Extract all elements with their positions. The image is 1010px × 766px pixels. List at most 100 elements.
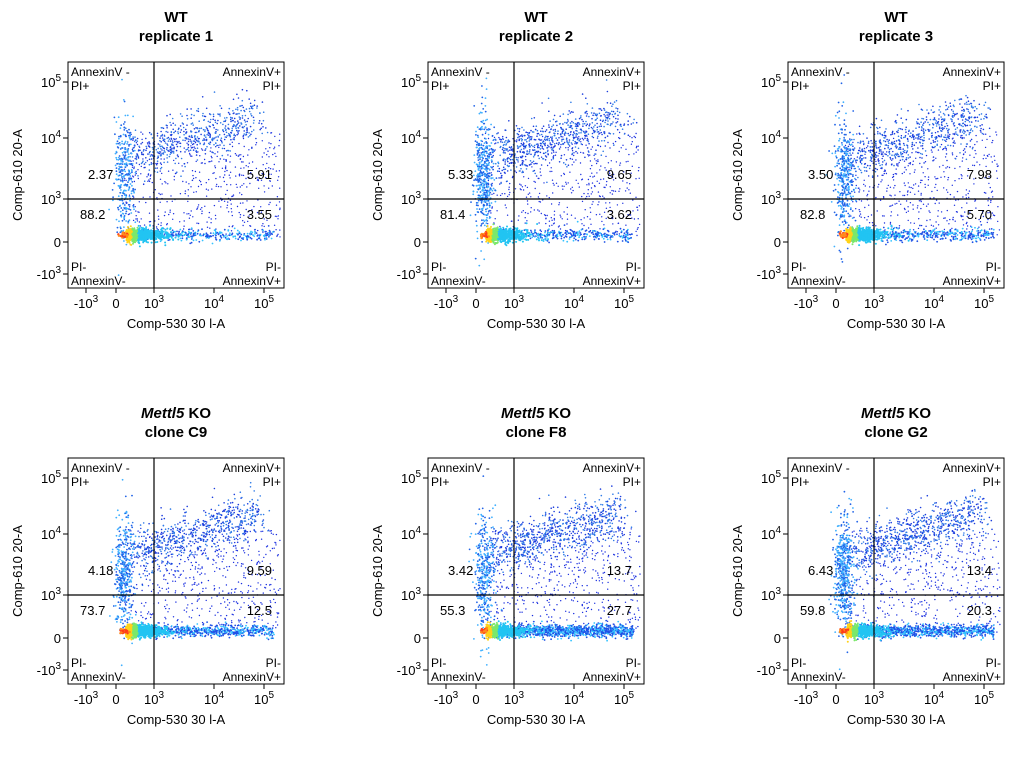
quadrant-label-lower-left: AnnexinV- bbox=[791, 670, 846, 684]
x-axis-label: Comp-530 30 l-A bbox=[847, 316, 946, 331]
plot-title-line1: WT bbox=[884, 9, 907, 26]
quadrant-label-lower-right: AnnexinV+ bbox=[583, 670, 641, 684]
y-axis-label: Comp-610 20-A bbox=[10, 129, 25, 221]
quadrant-label-lower-right: PI- bbox=[986, 260, 1001, 274]
quadrant-label-upper-right: AnnexinV+ bbox=[223, 65, 281, 79]
percent-lower-right: 12.5 bbox=[247, 603, 272, 618]
y-tick-label: 104 bbox=[401, 129, 421, 146]
y-tick-label: -103 bbox=[397, 265, 422, 282]
x-tick-label: 0 bbox=[832, 296, 839, 311]
x-tick-label: 103 bbox=[864, 690, 884, 707]
y-tick-label: 0 bbox=[54, 631, 61, 646]
quadrant-label-lower-right: AnnexinV+ bbox=[943, 670, 1001, 684]
y-tick-label: 105 bbox=[41, 469, 61, 486]
event-density-cloud bbox=[828, 489, 1000, 670]
x-tick-label: 105 bbox=[254, 690, 274, 707]
quadrant-label-lower-right: PI- bbox=[626, 656, 641, 670]
plot-title-line1: WT bbox=[524, 9, 547, 26]
percent-upper-right: 9.65 bbox=[607, 167, 632, 182]
quadrant-label-upper-left: PI+ bbox=[791, 79, 809, 93]
x-tick-label: 0 bbox=[472, 692, 479, 707]
quadrant-label-lower-right: PI- bbox=[986, 656, 1001, 670]
percent-upper-right: 13.7 bbox=[607, 563, 632, 578]
y-tick-label: -103 bbox=[397, 661, 422, 678]
x-axis-label: Comp-530 30 l-A bbox=[847, 712, 946, 727]
x-tick-label: 0 bbox=[112, 692, 119, 707]
percent-lower-left: 59.8 bbox=[800, 603, 825, 618]
quadrant-label-upper-left: PI+ bbox=[431, 475, 449, 489]
y-tick-label: 105 bbox=[401, 73, 421, 90]
quadrant-label-upper-left: PI+ bbox=[791, 475, 809, 489]
quadrant-label-upper-left: PI+ bbox=[431, 79, 449, 93]
plot-title-line2: clone C9 bbox=[145, 424, 208, 441]
y-tick-label: 0 bbox=[54, 235, 61, 250]
quadrant-label-lower-left: AnnexinV- bbox=[791, 274, 846, 288]
plot-title-line2: clone G2 bbox=[864, 424, 927, 441]
quadrant-label-upper-left: AnnexinV - bbox=[431, 65, 490, 79]
quadrant-label-lower-left: PI- bbox=[431, 656, 446, 670]
y-tick-label: 103 bbox=[41, 190, 61, 207]
quadrant-label-upper-right: AnnexinV+ bbox=[943, 65, 1001, 79]
quadrant-label-lower-left: PI- bbox=[791, 656, 806, 670]
x-tick-label: 103 bbox=[144, 690, 164, 707]
y-tick-label: 0 bbox=[774, 631, 781, 646]
quadrant-label-lower-right: AnnexinV+ bbox=[943, 274, 1001, 288]
x-tick-label: 0 bbox=[832, 692, 839, 707]
x-tick-label: 105 bbox=[254, 294, 274, 311]
x-tick-label: 104 bbox=[924, 294, 944, 311]
x-axis-label: Comp-530 30 l-A bbox=[127, 316, 226, 331]
percent-lower-right: 3.62 bbox=[607, 207, 632, 222]
quadrant-label-lower-left: AnnexinV- bbox=[431, 670, 486, 684]
y-tick-label: 105 bbox=[41, 73, 61, 90]
plot-title-line1: Mettl5 KO bbox=[501, 405, 571, 422]
plot-title-line2: replicate 3 bbox=[859, 28, 933, 45]
quadrant-label-upper-left: AnnexinV - bbox=[431, 461, 490, 475]
percent-upper-right: 7.98 bbox=[967, 167, 992, 182]
plot-title-line2: replicate 1 bbox=[139, 28, 213, 45]
quadrant-label-upper-right: AnnexinV+ bbox=[223, 461, 281, 475]
quadrant-label-lower-left: AnnexinV- bbox=[431, 274, 486, 288]
percent-lower-left: 73.7 bbox=[80, 603, 105, 618]
quadrant-label-upper-right: PI+ bbox=[623, 475, 641, 489]
quadrant-label-lower-left: PI- bbox=[791, 260, 806, 274]
percent-lower-right: 5.70 bbox=[967, 207, 992, 222]
x-tick-label: 103 bbox=[504, 294, 524, 311]
x-tick-label: 104 bbox=[564, 690, 584, 707]
x-tick-label: 105 bbox=[614, 294, 634, 311]
y-tick-label: 104 bbox=[41, 525, 61, 542]
x-axis-label: Comp-530 30 l-A bbox=[487, 712, 586, 727]
x-tick-label: -103 bbox=[434, 294, 459, 311]
x-tick-label: -103 bbox=[794, 690, 819, 707]
quadrant-label-upper-left: PI+ bbox=[71, 79, 89, 93]
quadrant-label-lower-right: PI- bbox=[266, 260, 281, 274]
quadrant-label-lower-right: AnnexinV+ bbox=[223, 670, 281, 684]
y-axis-label: Comp-610 20-A bbox=[370, 129, 385, 221]
y-tick-label: 104 bbox=[761, 129, 781, 146]
plot-title-line1: WT bbox=[164, 9, 187, 26]
x-tick-label: 104 bbox=[204, 294, 224, 311]
y-tick-label: 103 bbox=[41, 586, 61, 603]
y-tick-label: 0 bbox=[414, 235, 421, 250]
y-tick-label: 104 bbox=[401, 525, 421, 542]
x-tick-label: -103 bbox=[74, 294, 99, 311]
plot-title-line1: Mettl5 KO bbox=[141, 405, 211, 422]
plot-title-line2: replicate 2 bbox=[499, 28, 573, 45]
x-tick-label: 104 bbox=[204, 690, 224, 707]
y-tick-label: 103 bbox=[761, 190, 781, 207]
x-tick-label: -103 bbox=[794, 294, 819, 311]
quadrant-label-upper-right: PI+ bbox=[263, 79, 281, 93]
y-axis-label: Comp-610 20-A bbox=[730, 525, 745, 617]
x-tick-label: 104 bbox=[564, 294, 584, 311]
y-tick-label: 105 bbox=[761, 73, 781, 90]
quadrant-label-lower-left: PI- bbox=[71, 260, 86, 274]
percent-upper-right: 9.59 bbox=[247, 563, 272, 578]
y-tick-label: 0 bbox=[774, 235, 781, 250]
